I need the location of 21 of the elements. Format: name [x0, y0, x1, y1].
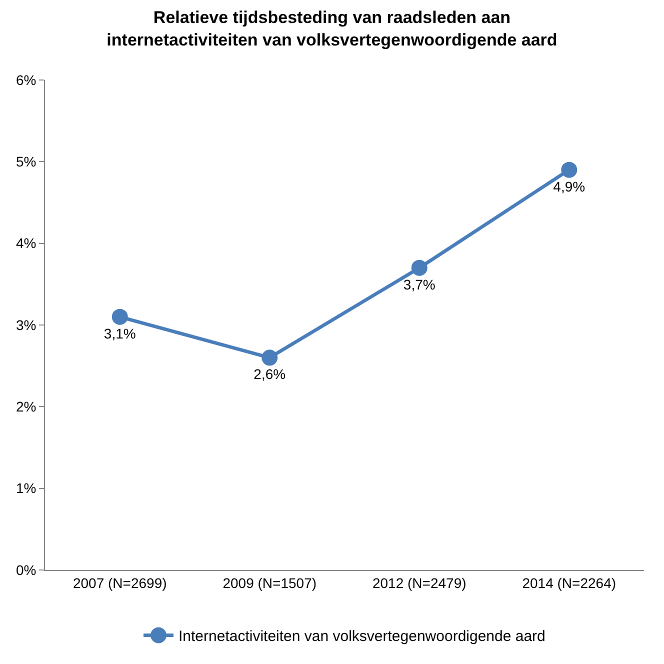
x-tick-label: 2012 (N=2479) — [372, 574, 466, 591]
legend-label: Internetactiviteiten van volksvertegenwoordigende aard — [178, 628, 546, 646]
point — [112, 308, 128, 325]
data-label: 4,9% — [553, 178, 586, 194]
x-tick-label: 2014 (N=2264) — [522, 574, 616, 591]
y-tick-label: 2% — [16, 398, 36, 415]
x-tick-label: 2009 (N=1507) — [222, 574, 317, 591]
data-label: 3,1% — [104, 325, 136, 342]
y-tick-label: 4% — [16, 235, 36, 252]
data-label: 3,7% — [403, 276, 436, 292]
point — [262, 350, 278, 366]
point — [411, 260, 428, 276]
y-tick-label: 3% — [16, 316, 36, 333]
y-tick-label: 6% — [16, 72, 36, 88]
y-tick-label: 1% — [16, 480, 36, 496]
y-tick-label: 0% — [16, 562, 36, 578]
chart-title: Relatieve tijdsbesteding van raadsleden aan internetactiviteiten van volksvertegenwoordigende aard — [106, 8, 558, 50]
x-tick-label: 2007 (N=2699) — [72, 574, 167, 591]
y-tick-label: 5% — [16, 154, 36, 170]
data-label: 2,6% — [254, 366, 286, 382]
point — [561, 162, 578, 178]
